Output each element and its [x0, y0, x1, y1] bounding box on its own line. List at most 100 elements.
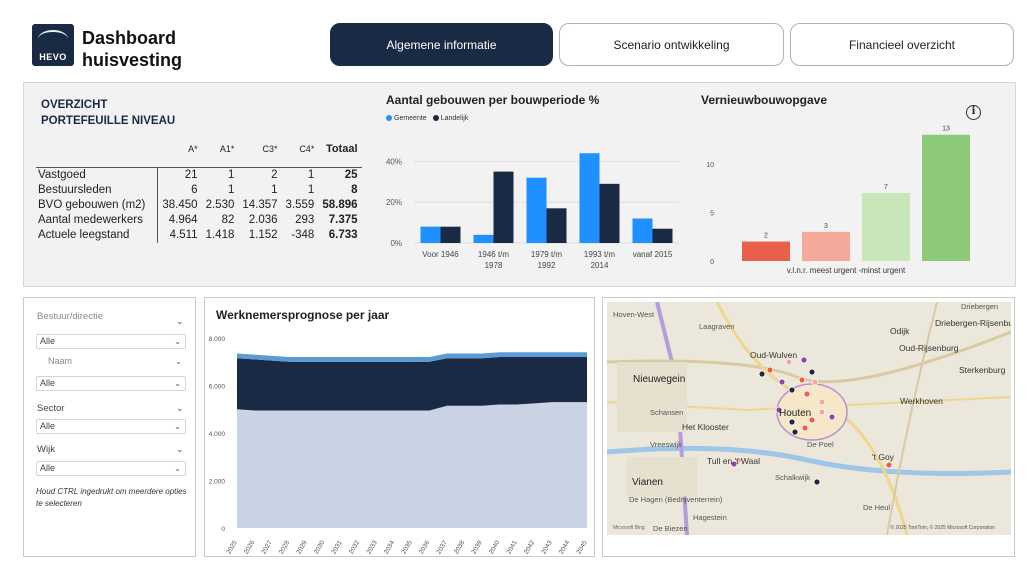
chevron-down-icon[interactable]: ⌄ [176, 444, 184, 454]
row-total: 6.733 [328, 229, 358, 241]
table-row: BVO gebouwen (m2) 38.450 2.530 14.357 3.559 5… [36, 197, 362, 213]
vernieuwbouw-bar [742, 241, 790, 261]
map-label: De Heul [863, 503, 891, 512]
map-marker [775, 406, 783, 414]
map-label: Oud-Rijsenburg [899, 343, 959, 353]
map-label: Nieuwegein [633, 374, 686, 385]
chevron-down-icon: ⌄ [174, 337, 181, 346]
x-tick-label: vanaf 2015 [633, 250, 673, 259]
chevron-down-icon[interactable]: ⌄ [176, 403, 184, 413]
map-label: Oud-Wulven [750, 350, 798, 360]
filter-bestuur-select[interactable]: Alle ⌄ [36, 334, 186, 349]
werknemers-panel: Werknemersprognose per jaar 0 2.000 4.000 6… [204, 297, 595, 557]
x-tick-label: 2036 [418, 539, 431, 555]
filter-panel: Bestuur/directie ⌄ Alle ⌄ Naam ⌄ Alle ⌄ Sec… [23, 297, 196, 557]
werknemers-chart-title: Werknemersprognose per jaar [216, 308, 390, 322]
filter-wijk-select[interactable]: Alle ⌄ [36, 461, 186, 476]
filter-sector-select[interactable]: Alle ⌄ [36, 419, 186, 434]
map-label: Werkhoven [900, 396, 943, 406]
map-label: Hagestein [693, 513, 727, 522]
bar-landelijk [599, 183, 620, 243]
chevron-down-icon: ⌄ [174, 464, 181, 473]
overview-title: OVERZICHT PORTEFEUILLE NIVEAU [41, 97, 175, 129]
map-label: Vianen [632, 477, 663, 488]
row-label: Bestuursleden [36, 182, 159, 198]
info-icon[interactable]: i [966, 105, 981, 120]
map-marker [800, 356, 808, 364]
row-label: Actuele leegstand [36, 227, 159, 243]
y-tick-label: 2.000 [209, 479, 226, 486]
map-roads [607, 302, 1011, 535]
y-tick-label: 20% [386, 198, 402, 207]
map-marker [808, 416, 816, 424]
y-tick-label: 5 [710, 210, 714, 217]
table-row: Aantal medewerkers 4.964 82 2.036 293 7.375 [36, 212, 362, 228]
map-marker [778, 378, 786, 386]
table-row: Bestuursleden 6 1 1 1 8 [36, 182, 362, 198]
row-value: 4.964 [168, 214, 198, 226]
row-value: 2.530 [205, 199, 235, 211]
map-marker [735, 456, 743, 464]
vernieuwbouw-bar [802, 231, 850, 261]
table-row: Actuele leegstand 4.511 1.418 1.152 -348 6.73… [36, 227, 362, 243]
map-marker [791, 428, 799, 436]
filter-naam-label: Naam [48, 356, 73, 366]
column-header: C3* [262, 144, 278, 154]
legend-dot-icon [432, 115, 439, 121]
tab-financieel-overzicht[interactable]: Financieel overzicht [790, 23, 1014, 66]
row-value: 1.152 [248, 229, 278, 241]
map-marker [828, 413, 836, 421]
area-series-3 [237, 352, 587, 362]
map-marker [818, 408, 826, 416]
map-marker [788, 386, 796, 394]
x-tick-label: 2031 [330, 539, 343, 555]
logo-text: HEVO [39, 52, 67, 62]
column-header-totaal: Totaal [325, 143, 358, 155]
map-panel: Hoven-West Laagraven Odijk Driebergen-Ri… [602, 297, 1015, 557]
filter-naam-select[interactable]: Alle ⌄ [36, 376, 186, 391]
row-total: 25 [318, 167, 362, 183]
filter-naam-header[interactable]: Naam ⌄ [36, 355, 186, 370]
x-tick-label: 2040 [488, 539, 501, 555]
x-tick-label: 2026 [243, 539, 256, 555]
bar-landelijk [440, 226, 461, 243]
x-tick-label: 2032 [348, 539, 361, 555]
vernieuwbouw-chart: 0 5 10 2 3 7 13 v.l.n.r. meest urgent -minst ur… [706, 126, 970, 275]
map-marker [808, 368, 816, 376]
map[interactable]: Hoven-West Laagraven Odijk Driebergen-Ri… [607, 302, 1011, 535]
map-marker [885, 461, 893, 469]
tab-scenario-ontwikkeling[interactable]: Scenario ontwikkeling [559, 23, 784, 66]
x-tick-label: 2045 [575, 539, 588, 555]
overview-panel: OVERZICHT PORTEFEUILLE NIVEAU A* A1* C3*… [23, 82, 1016, 287]
row-value: 1 [271, 184, 278, 196]
filter-wijk-value: Alle [40, 463, 56, 473]
x-tick-label: Voor 1946 [422, 250, 459, 259]
row-value: 2 [238, 167, 282, 183]
road [607, 330, 1011, 384]
tab-algemene-informatie[interactable]: Algemene informatie [330, 23, 553, 66]
row-total: 8 [351, 184, 358, 196]
map-marker [730, 460, 738, 468]
x-tick-label: 2044 [558, 539, 571, 555]
x-tick-label: 2027 [260, 539, 273, 555]
map-label: Tull en 't Waal [707, 456, 760, 466]
filter-bestuur-value: Alle [40, 336, 56, 346]
row-value: 1 [307, 184, 315, 196]
filter-wijk-label: Wijk [37, 444, 55, 455]
x-tick-label: 1979 t/m [531, 250, 562, 259]
chevron-down-icon[interactable]: ⌄ [176, 316, 184, 326]
map-marker [798, 376, 806, 384]
map-label: Het Klooster [682, 422, 729, 432]
title-line-2: huisvesting [82, 50, 183, 70]
row-value: 1 [281, 167, 319, 183]
x-tick-label: 2014 [591, 261, 609, 270]
x-tick-label: 2038 [453, 539, 466, 555]
bar-landelijk [493, 171, 514, 243]
y-tick-label: 4.000 [209, 431, 226, 438]
chevron-down-icon: ⌄ [174, 422, 181, 431]
row-value: 4.511 [169, 229, 198, 241]
bouwperiode-legend: Gemeente Landelijk [386, 115, 468, 122]
map-marker [811, 378, 819, 386]
x-axis-label: v.l.n.r. meest urgent -minst urgent [787, 266, 906, 275]
nieuwegein-area [617, 362, 687, 432]
